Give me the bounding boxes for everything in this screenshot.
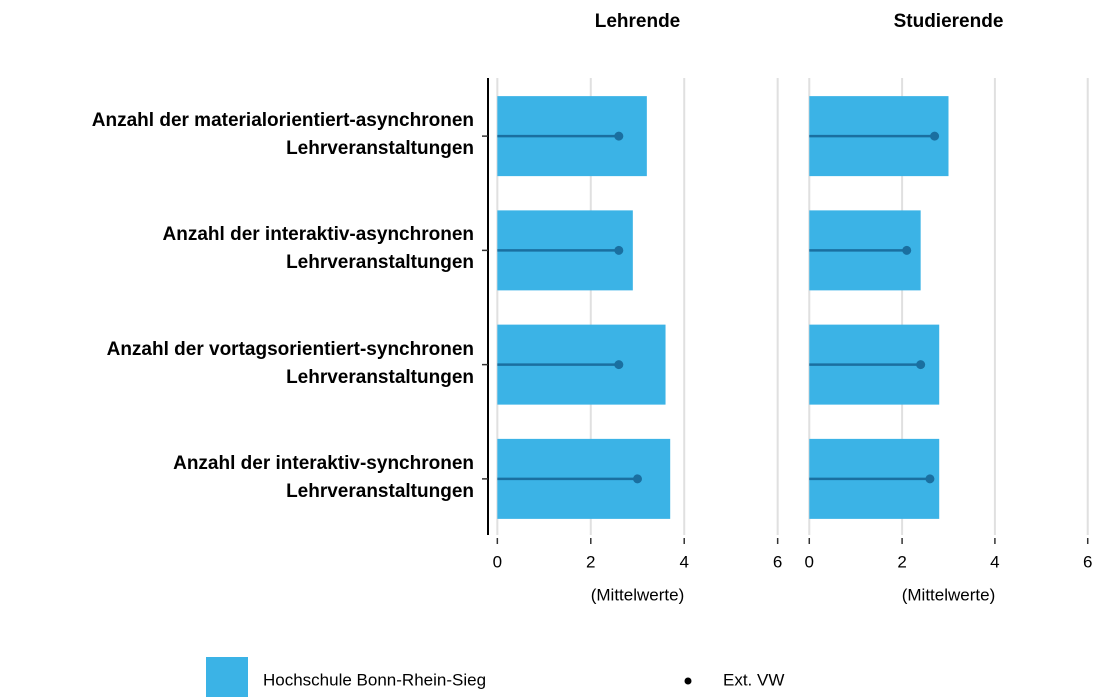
panel-title: Studierende (894, 11, 1004, 32)
y-tick-label: Anzahl der vortagsorientiert-synchronen … (106, 338, 474, 388)
y-tick-label: Anzahl der interaktiv-asynchronen Lehrve… (162, 224, 474, 274)
x-tick-label: 6 (773, 552, 782, 571)
x-axis-label: (Mittelwerte) (902, 585, 996, 604)
x-tick-label: 0 (493, 552, 502, 571)
dot (614, 360, 624, 370)
x-tick-label: 0 (805, 552, 814, 571)
dot (916, 360, 926, 370)
legend-swatch (206, 657, 248, 697)
x-tick-label: 2 (897, 552, 906, 571)
dot (614, 131, 624, 141)
dot (633, 474, 642, 484)
legend-label: Hochschule Bonn-Rhein-Sieg (263, 670, 486, 689)
dot (925, 474, 935, 484)
dot (614, 245, 624, 255)
x-axis-label: (Mittelwerte) (591, 585, 685, 604)
panel-title: Lehrende (595, 11, 681, 32)
x-tick-label: 2 (586, 552, 595, 571)
y-tick-label: Anzahl der materialorientiert-asynchrone… (91, 110, 474, 160)
x-tick-label: 4 (679, 552, 688, 571)
x-tick-label: 4 (990, 552, 999, 571)
legend-label: Ext. VW (723, 670, 784, 689)
dot (902, 245, 912, 255)
x-tick-label: 6 (1083, 552, 1092, 571)
legend-dot (684, 677, 692, 685)
dot (930, 131, 940, 141)
y-tick-label: Anzahl der interaktiv-synchronen Lehrver… (173, 452, 474, 502)
